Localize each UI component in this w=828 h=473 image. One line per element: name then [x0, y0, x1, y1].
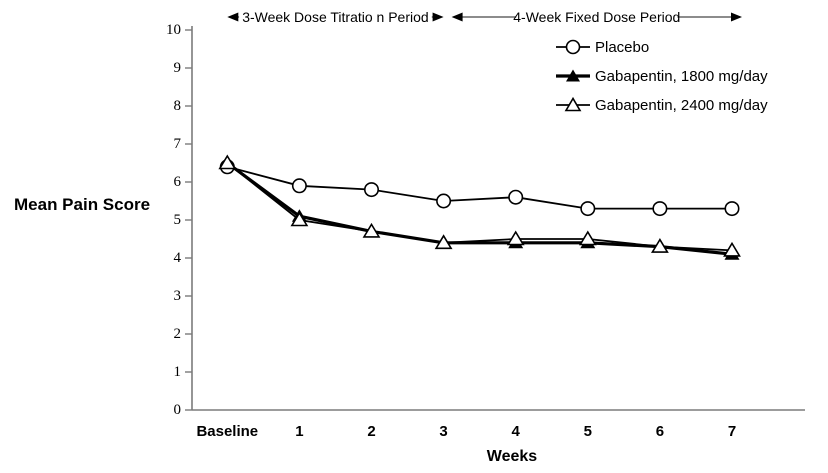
open-circle-marker-icon — [291, 178, 307, 194]
period-label: 3-Week Dose Titratio n Period — [242, 9, 429, 25]
open-triangle-marker-icon — [578, 230, 597, 246]
open-triangle-marker-icon — [362, 222, 381, 238]
y-tick-label: 8 — [174, 98, 182, 114]
open-circle-marker-icon — [652, 201, 668, 217]
legend-item-gabapentin-1800: Gabapentin, 1800 mg/day — [556, 66, 768, 86]
x-tick-label: Baseline — [196, 423, 258, 440]
y-tick-label: 5 — [174, 212, 182, 228]
legend-label-gabapentin-2400: Gabapentin, 2400 mg/day — [595, 96, 768, 114]
open-circle-marker-icon — [436, 193, 452, 209]
x-tick-label: 1 — [295, 423, 303, 440]
period-label-bg — [516, 8, 678, 26]
y-tick-label: 10 — [166, 22, 181, 38]
y-tick-label: 6 — [174, 174, 182, 190]
open-circle-marker-icon — [556, 39, 590, 55]
y-tick-label: 4 — [174, 250, 182, 266]
open-circle-marker-icon — [363, 182, 379, 198]
period-label-bg — [239, 8, 432, 26]
x-tick-label: 6 — [656, 423, 664, 440]
legend-item-placebo: Placebo — [556, 37, 768, 57]
arrowhead-left-icon — [451, 12, 463, 22]
open-triangle-icon — [564, 96, 582, 112]
period-label: 4-Week Fixed Dose Period — [513, 9, 680, 25]
y-tick-label: 9 — [174, 60, 182, 76]
filled-triangle-icon — [566, 69, 580, 82]
x-tick-label: 5 — [584, 423, 592, 440]
legend-item-gabapentin-2400: Gabapentin, 2400 mg/day — [556, 95, 768, 115]
x-axis-title: Weeks — [487, 448, 538, 465]
x-tick-label: 3 — [439, 423, 447, 440]
series-line-2 — [226, 162, 733, 252]
open-triangle-marker-icon — [290, 211, 309, 227]
open-triangle-marker-icon — [556, 96, 590, 112]
arrowhead-right-icon — [432, 12, 444, 22]
legend-label-gabapentin-1800: Gabapentin, 1800 mg/day — [595, 67, 768, 85]
open-circle-marker-icon — [508, 189, 524, 205]
x-tick-label: 7 — [728, 423, 736, 440]
arrowhead-right-icon — [731, 12, 742, 22]
legend: Placebo Gabapentin, 1800 mg/day Gabapent… — [556, 37, 768, 115]
open-triangle-marker-icon — [434, 234, 453, 250]
open-triangle-marker-icon — [218, 154, 237, 170]
y-tick-label: 3 — [174, 288, 182, 304]
open-triangle-marker-icon — [506, 230, 525, 246]
open-triangle-marker-icon — [723, 241, 741, 257]
y-axis-title: Mean Pain Score — [14, 195, 151, 214]
open-circle-icon — [565, 39, 581, 55]
y-tick-label: 2 — [174, 326, 182, 342]
open-circle-marker-icon — [724, 201, 740, 217]
arrowhead-left-icon — [227, 12, 239, 22]
open-circle-marker-icon — [580, 201, 596, 217]
legend-label-placebo: Placebo — [595, 38, 650, 56]
filled-triangle-marker-icon — [556, 69, 590, 82]
y-tick-label: 1 — [174, 364, 182, 380]
open-triangle-marker-icon — [650, 238, 669, 253]
x-tick-label: 2 — [367, 423, 375, 440]
y-tick-label: 7 — [174, 136, 182, 152]
x-tick-label: 4 — [512, 423, 521, 440]
y-tick-label: 0 — [174, 402, 182, 418]
series-line-0 — [227, 165, 732, 210]
